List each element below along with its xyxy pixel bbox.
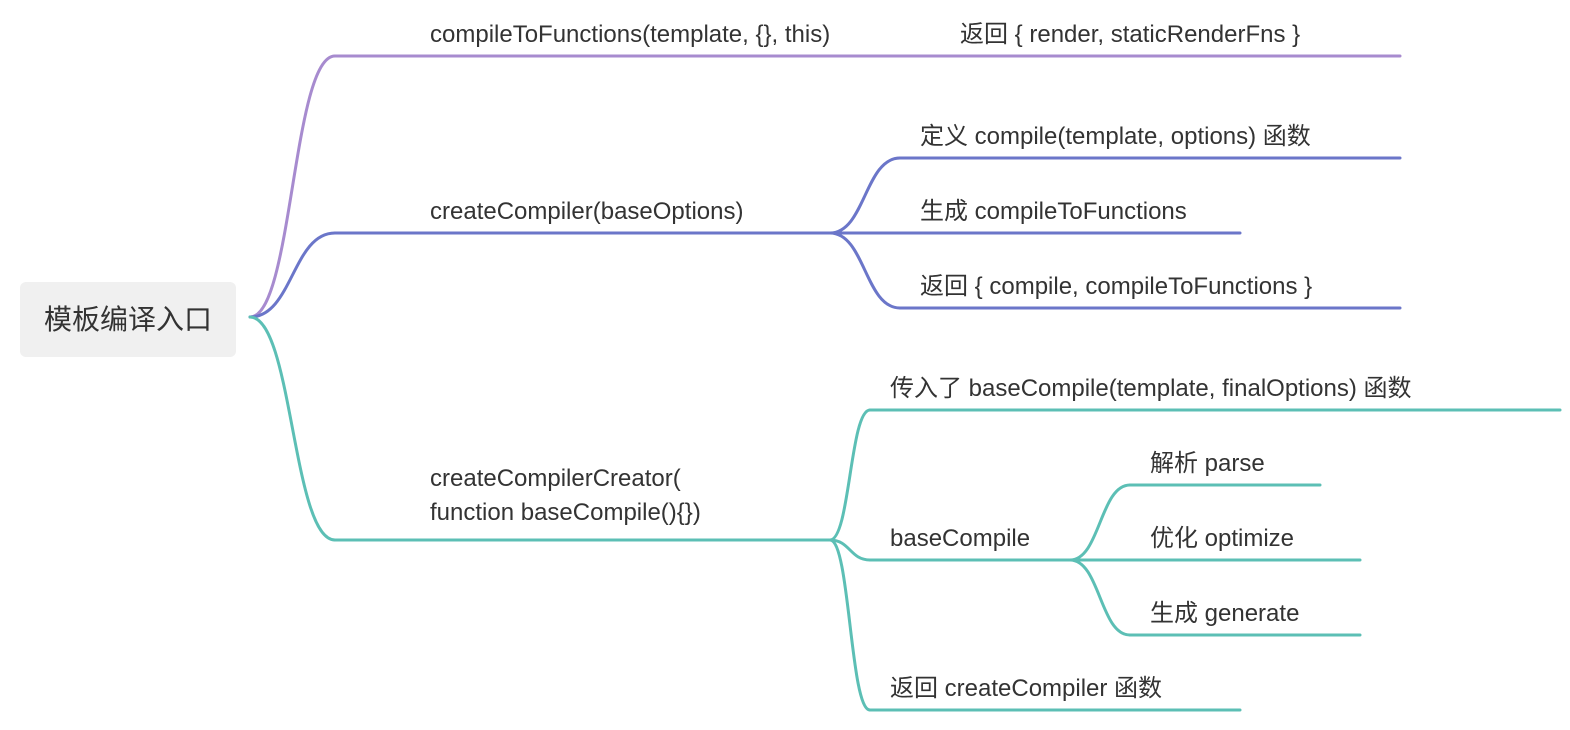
leaf-label: 生成 generate (1150, 597, 1299, 631)
leaf-label: 生成 compileToFunctions (920, 195, 1187, 229)
leaf-label: 返回 { render, staticRenderFns } (960, 18, 1300, 52)
leaf-label: 优化 optimize (1150, 522, 1294, 556)
root-node: 模板编译入口 (20, 282, 236, 357)
leaf-label: 返回 createCompiler 函数 (890, 672, 1162, 706)
branch-label: createCompilerCreator(function baseCompi… (430, 462, 701, 529)
leaf-label: 解析 parse (1150, 447, 1265, 481)
mindmap-connectors (0, 0, 1570, 730)
leaf-label: 返回 { compile, compileToFunctions } (920, 270, 1312, 304)
branch-label: createCompiler(baseOptions) (430, 195, 743, 229)
leaf-label: 传入了 baseCompile(template, finalOptions) … (890, 372, 1412, 406)
leaf-label: baseCompile (890, 522, 1030, 556)
leaf-label: 定义 compile(template, options) 函数 (920, 120, 1311, 154)
branch-label: compileToFunctions(template, {}, this) (430, 18, 830, 52)
